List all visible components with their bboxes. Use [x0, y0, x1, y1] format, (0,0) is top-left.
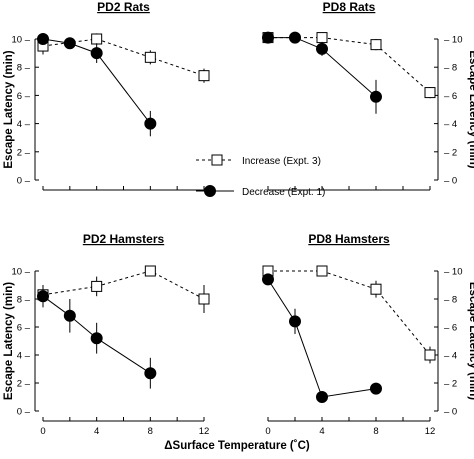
panel-4: PD8 Hamsters – 0 – 2 – 4 – 6 – 8 – 10 Escape La…	[262, 232, 474, 437]
y-tick-label: 10 –	[12, 267, 31, 278]
x-tick-label: 4	[319, 426, 324, 437]
x-tick-label: 8	[373, 426, 378, 437]
series-line-increase	[42, 270, 205, 300]
data-point-increase	[91, 280, 103, 292]
data-point-decrease	[90, 332, 103, 345]
data-point-increase	[424, 87, 436, 99]
data-point-increase	[370, 283, 382, 295]
legend-decrease-marker	[204, 185, 216, 197]
data-point-increase	[198, 70, 210, 82]
y-axis-label: Escape Latency (min)	[467, 50, 474, 168]
data-point-decrease	[144, 367, 157, 380]
y-axis-label: Escape Latency (min)	[3, 50, 15, 168]
y-tick-label: 2 –	[17, 147, 31, 158]
series-line-increase	[268, 270, 431, 356]
panel-title: PD2 Hamsters	[83, 232, 165, 246]
series-line-decrease	[42, 38, 151, 124]
x-tick-label: 12	[425, 426, 436, 437]
panels-layer: PD2 Rats 0 – 2 – 4 – 6 – 8 – 10 – Escape Latenc…	[3, 0, 474, 437]
y-tick-label: – 6	[444, 91, 457, 102]
legend: Increase (Expt. 3) Decrease (Expt. 1)	[196, 154, 325, 198]
data-point-decrease	[316, 42, 328, 55]
series-line-decrease	[42, 295, 151, 374]
data-point-decrease	[289, 31, 301, 44]
data-point-decrease	[63, 309, 76, 322]
y-tick-label: 8 –	[17, 63, 31, 74]
panel-title: PD8 Rats	[323, 0, 376, 14]
panel-2: PD8 Rats – 0 – 2 – 4 – 6 – 8 – 10 Escape Latenc…	[262, 0, 474, 191]
x-tick-label: 4	[94, 426, 99, 437]
x-tick-label: 12	[199, 426, 210, 437]
legend-increase-marker	[211, 154, 223, 166]
data-point-decrease	[289, 315, 301, 328]
y-tick-label: 6 –	[17, 91, 31, 102]
data-point-increase	[316, 265, 328, 277]
data-point-decrease	[37, 33, 49, 45]
data-point-increase	[316, 32, 328, 44]
data-point-decrease	[144, 117, 157, 130]
data-point-decrease	[316, 391, 328, 403]
y-tick-label: – 8	[444, 63, 457, 74]
data-point-increase	[144, 51, 156, 63]
series-line-decrease	[268, 37, 377, 98]
y-tick-label: – 4	[444, 119, 457, 130]
x-tick-label: 8	[148, 426, 153, 437]
y-axis-label: Escape Latency (min)	[3, 282, 15, 400]
data-point-decrease	[262, 31, 274, 44]
data-point-increase	[370, 39, 382, 51]
x-tick-label: 0	[40, 426, 45, 437]
y-tick-label: 0 –	[17, 176, 31, 187]
y-tick-label: 8 –	[17, 295, 31, 306]
panel-title: PD8 Hamsters	[308, 232, 390, 246]
legend-decrease-label: Decrease (Expt. 1)	[242, 187, 325, 198]
y-tick-label: 4 –	[17, 119, 31, 130]
panel-title: PD2 Rats	[97, 0, 150, 14]
panel-1: PD2 Rats 0 – 2 – 4 – 6 – 8 – 10 – Escape Latenc…	[3, 0, 210, 191]
x-tick-label: 0	[265, 426, 270, 437]
data-point-increase	[198, 293, 210, 305]
data-point-decrease	[63, 37, 76, 50]
y-tick-label: – 8	[444, 295, 457, 306]
data-point-decrease	[370, 382, 382, 395]
y-tick-label: – 6	[444, 323, 457, 334]
y-tick-label: – 2	[444, 147, 457, 158]
series-line-decrease	[267, 279, 377, 398]
y-tick-label: – 0	[444, 176, 457, 187]
y-tick-label: 4 –	[17, 351, 31, 362]
data-point-decrease	[262, 273, 274, 286]
y-tick-label: – 4	[444, 351, 457, 362]
data-point-increase	[91, 33, 103, 45]
data-point-decrease	[37, 290, 49, 303]
y-tick-label: 2 –	[17, 379, 31, 390]
series-line-increase	[42, 38, 205, 77]
data-point-increase	[424, 349, 436, 361]
data-point-decrease	[370, 90, 382, 103]
panel-3: PD2 Hamsters 0 – 2 – 4 – 6 – 8 – 10 – Escape La…	[3, 232, 210, 437]
y-axis-label: Escape Latency (min)	[467, 282, 474, 400]
series-line-increase	[268, 37, 431, 93]
y-tick-label: 0 –	[17, 407, 31, 418]
data-point-decrease	[90, 47, 103, 60]
y-tick-label: – 2	[444, 379, 457, 390]
y-tick-label: 6 –	[17, 323, 31, 334]
x-axis-label: ΔSurface Temperature (˚C)	[164, 440, 310, 452]
legend-increase-label: Increase (Expt. 3)	[242, 156, 321, 167]
data-point-increase	[144, 265, 156, 277]
y-tick-label: – 0	[444, 407, 457, 418]
y-tick-label: 10 –	[12, 35, 31, 46]
y-tick-label: – 10	[444, 35, 463, 46]
y-tick-label: – 10	[444, 267, 463, 278]
